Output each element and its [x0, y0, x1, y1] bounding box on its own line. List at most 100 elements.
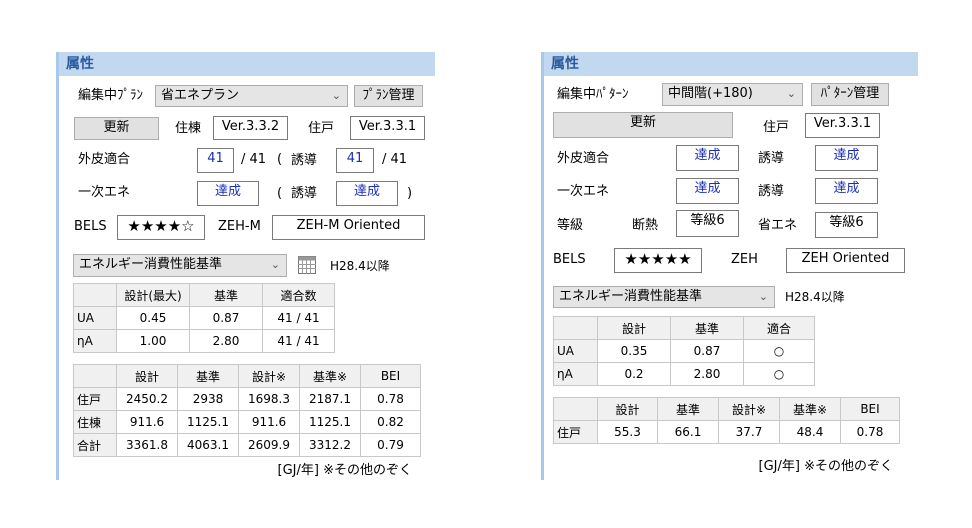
yudo-label: 誘導	[758, 151, 785, 166]
column-header: 設計	[597, 316, 671, 340]
table-cell: 0.78	[360, 387, 421, 411]
ichiji-label: 一次エネ	[78, 185, 131, 200]
table-cell: ○	[743, 362, 815, 386]
energy-table: 設計 基準 設計※ 基準※ BEI 住戸 2450.2 2938 1698.3 2187.1 0.7…	[73, 364, 421, 457]
table-row: 住棟 911.6 1125.1 911.6 1125.1 0.82	[73, 410, 421, 434]
calendar-table-icon[interactable]	[298, 256, 316, 274]
table-cell: 1.00	[116, 329, 190, 353]
plan-select[interactable]: 省エネプラン ⌄	[155, 85, 348, 107]
panel-title: 属性	[59, 52, 435, 76]
pattern-select[interactable]: 中間階(+180) ⌄	[662, 83, 803, 106]
juko-label: 住戸	[763, 120, 790, 135]
table-cell: 2609.9	[238, 433, 300, 457]
table-row: UA 0.35 0.87 ○	[553, 339, 815, 363]
table-cell: 2450.2	[116, 387, 178, 411]
table-cell: 1698.3	[238, 387, 300, 411]
column-header: 適合	[743, 316, 815, 340]
row-header: 住戸	[73, 387, 117, 411]
pattern-label: 編集中ﾊﾟﾀｰﾝ	[557, 87, 629, 102]
row-header: 住戸	[553, 420, 598, 444]
table-cell: 0.82	[360, 410, 421, 434]
energy-table: 設計 基準 設計※ 基準※ BEI 住戸 55.3 66.1 37.7 48.4 0.78	[553, 397, 900, 444]
column-header	[73, 364, 117, 388]
standard-select[interactable]: エネルギー消費性能基準 ⌄	[553, 286, 775, 308]
table-cell: 55.3	[597, 420, 658, 444]
standard-select-value: エネルギー消費性能基準	[79, 257, 223, 272]
plan-label: 編集中ﾌﾟﾗﾝ	[78, 88, 144, 103]
row-header: 住棟	[73, 410, 117, 434]
table-cell: 3361.8	[116, 433, 178, 457]
yudo-label: 誘導	[291, 186, 318, 201]
dannetsu-grade: 等級6	[676, 210, 739, 237]
jutou-label: 住棟	[175, 121, 202, 136]
table-header-row: 設計(最大) 基準 適合数	[73, 283, 335, 307]
yudo-label: 誘導	[758, 184, 785, 199]
table-cell: 37.7	[718, 420, 780, 444]
table-cell: 41 / 41	[262, 306, 335, 330]
gaihi-label: 外皮適合	[557, 151, 610, 166]
yudo-label: 誘導	[291, 153, 318, 168]
table-cell: 0.35	[597, 339, 671, 363]
juko-version: Ver.3.3.1	[350, 116, 425, 140]
column-header: BEI	[360, 364, 421, 388]
ichiji-yudo-value: 達成	[815, 178, 878, 204]
table-cell: 2187.1	[299, 387, 361, 411]
table-cell: 66.1	[657, 420, 719, 444]
grade-label: 等級	[557, 218, 584, 233]
pattern-manage-button[interactable]: ﾊﾟﾀｰﾝ管理	[811, 83, 889, 106]
standard-select[interactable]: エネルギー消費性能基準 ⌄	[73, 254, 287, 277]
row-header: 合計	[73, 433, 117, 457]
column-header: 基準	[670, 316, 744, 340]
table-cell: 41 / 41	[262, 329, 335, 353]
ichiji-yudo-value: 達成	[336, 181, 398, 206]
table-row: UA 0.45 0.87 41 / 41	[73, 306, 335, 330]
zeh-value: ZEH-M Oriented	[272, 215, 425, 240]
table-cell: 1125.1	[177, 410, 239, 434]
table-cell: 2938	[177, 387, 239, 411]
table-cell: 0.79	[360, 433, 421, 457]
jutou-version: Ver.3.3.2	[213, 116, 288, 140]
zeh-label: ZEH	[731, 252, 758, 267]
gaihi-yudo-value: 達成	[815, 145, 878, 171]
column-header: 基準	[177, 364, 239, 388]
bels-stars: ★★★★★	[614, 248, 702, 273]
ichiji-value: 達成	[676, 178, 739, 204]
table-row: 合計 3361.8 4063.1 2609.9 3312.2 0.79	[73, 433, 421, 457]
table-cell: 0.87	[189, 306, 263, 330]
chevron-down-icon: ⌄	[270, 258, 280, 271]
bels-label: BELS	[74, 219, 107, 234]
plan-select-value: 省エネプラン	[161, 88, 240, 103]
table-header-row: 設計 基準 設計※ 基準※ BEI	[73, 364, 421, 388]
shoene-label: 省エネ	[758, 218, 798, 233]
unit-note: [GJ/年] ※その他のぞく	[277, 463, 412, 478]
update-button[interactable]: 更新	[553, 112, 733, 138]
column-header: 基準※	[299, 364, 361, 388]
table-row: 住戸 2450.2 2938 1698.3 2187.1 0.78	[73, 387, 421, 411]
row-header: UA	[73, 306, 117, 330]
column-header: 設計※	[238, 364, 300, 388]
panel-title: 属性	[544, 52, 918, 76]
gaihi-value: 達成	[676, 145, 739, 171]
juko-label: 住戸	[308, 121, 335, 136]
ichiji-label: 一次エネ	[557, 184, 610, 199]
column-header: 設計(最大)	[116, 283, 190, 307]
plan-manage-button[interactable]: ﾌﾟﾗﾝ管理	[354, 85, 423, 107]
table-cell: 911.6	[116, 410, 178, 434]
table-row: ηA 0.2 2.80 ○	[553, 362, 815, 386]
gaihi-label: 外皮適合	[78, 152, 131, 167]
table-cell: 0.2	[597, 362, 671, 386]
column-header: BEI	[840, 397, 900, 421]
chevron-down-icon: ⌄	[331, 89, 341, 102]
update-button[interactable]: 更新	[74, 117, 159, 140]
column-header: 設計	[597, 397, 658, 421]
paren-open: (	[277, 186, 283, 201]
table-cell: 0.87	[670, 339, 744, 363]
table-cell: 2.80	[189, 329, 263, 353]
column-header: 適合数	[262, 283, 335, 307]
gaihi-yudo-value: 41	[336, 148, 374, 173]
zeh-label: ZEH-M	[218, 219, 261, 234]
pattern-select-value: 中間階(+180)	[668, 86, 753, 101]
zeh-value: ZEH Oriented	[786, 248, 905, 273]
juko-version: Ver.3.3.1	[805, 113, 880, 138]
paren-close: )	[407, 186, 413, 201]
